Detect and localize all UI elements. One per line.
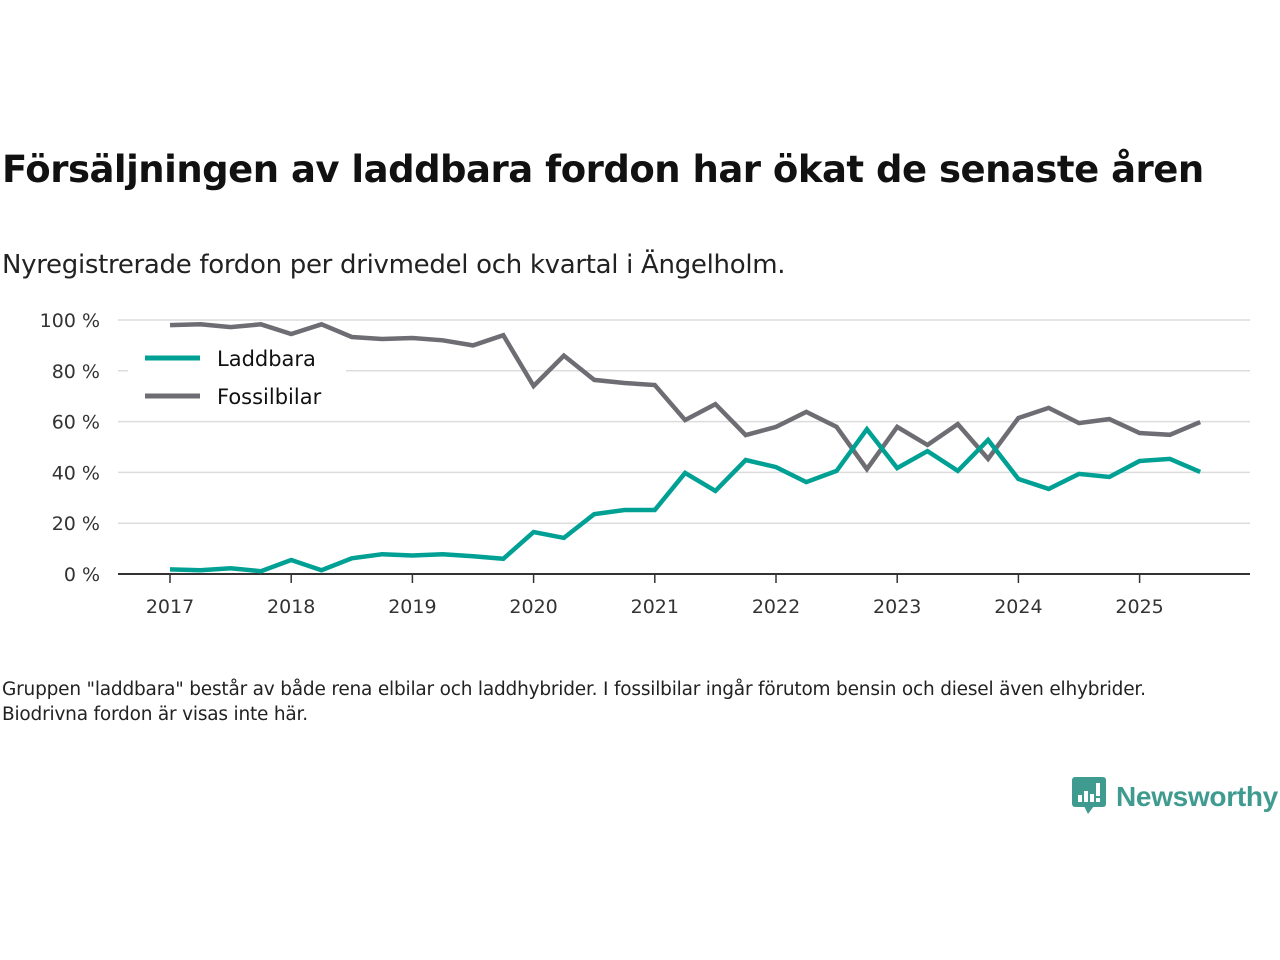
x-tick-label: 2025	[1115, 596, 1163, 618]
line-chart: 0 % 20 % 40 % 60 % 80 % 100 % 2017 2018 2019 202…	[40, 310, 1250, 618]
y-tick-label: 60 %	[52, 412, 100, 434]
x-tick-label: 2019	[388, 596, 436, 618]
legend: Laddbara Fossilbilar	[128, 340, 346, 415]
y-tick-label: 80 %	[52, 361, 100, 383]
x-tick-label: 2017	[146, 596, 194, 618]
y-tick-label: 40 %	[52, 462, 100, 484]
legend-label-fossilbilar: Fossilbilar	[217, 385, 322, 409]
brand-logo[interactable]: Newsworthy	[1072, 775, 1278, 819]
brand-name: Newsworthy	[1116, 781, 1278, 812]
y-tick-label: 0 %	[64, 564, 100, 586]
series-line-laddbara	[169, 425, 1202, 574]
chart-subtitle: Nyregistrerade fordon per drivmedel och …	[2, 250, 786, 280]
y-axis-tick-labels: 0 % 20 % 40 % 60 % 80 % 100 %	[40, 310, 100, 586]
series-lines	[169, 321, 1202, 574]
footnote: Gruppen "laddbara" består av både rena e…	[2, 679, 1146, 725]
legend-background	[128, 340, 346, 415]
x-tick-label: 2018	[267, 596, 315, 618]
legend-label-laddbara: Laddbara	[217, 347, 316, 371]
y-tick-label: 100 %	[40, 310, 100, 332]
y-tick-label: 20 %	[52, 513, 100, 535]
x-tick-label: 2020	[509, 596, 557, 618]
x-tick-label: 2022	[752, 596, 800, 618]
x-tick-label: 2024	[994, 596, 1042, 618]
x-tick-label: 2023	[873, 596, 921, 618]
x-axis: 2017 2018 2019 2020 2021 2022 2023 2024 2025	[118, 573, 1250, 618]
x-tick-label: 2021	[631, 596, 679, 618]
bar-chart-speech-bubble-icon	[1072, 775, 1108, 819]
series-line-fossilbilar	[169, 321, 1202, 473]
chart-title: Försäljningen av laddbara fordon har öka…	[2, 148, 1204, 191]
